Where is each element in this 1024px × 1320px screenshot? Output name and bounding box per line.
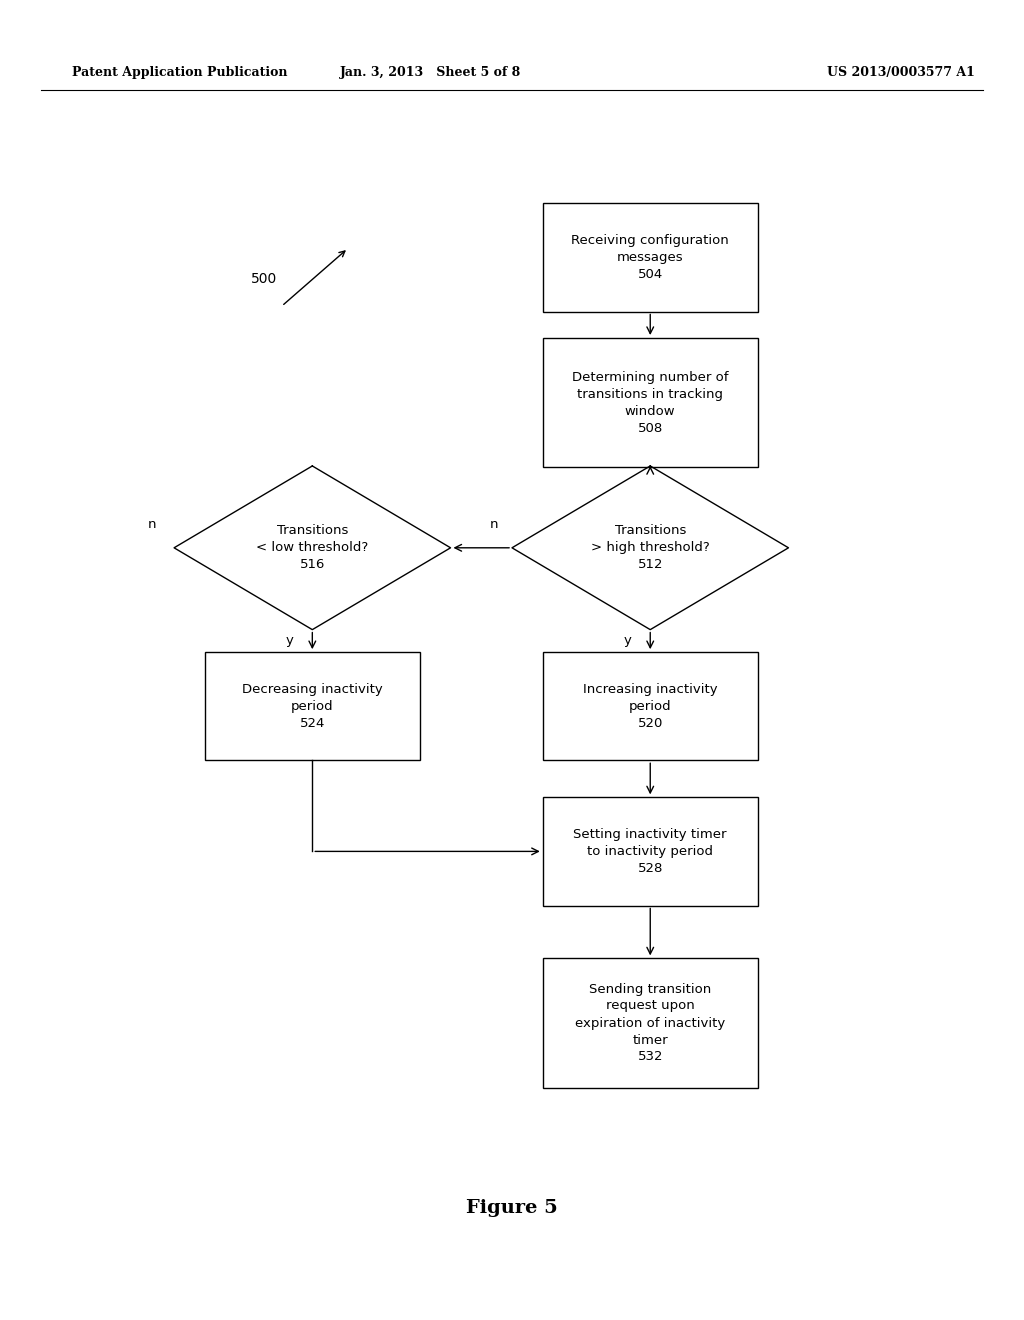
Bar	[543, 652, 758, 760]
Text: n: n	[147, 517, 156, 531]
Text: Transitions
> high threshold?
512: Transitions > high threshold? 512	[591, 524, 710, 572]
Text: 500: 500	[251, 272, 278, 286]
Text: Setting inactivity timer
to inactivity period
528: Setting inactivity timer to inactivity p…	[573, 828, 727, 875]
Text: Determining number of
transitions in tracking
window
508: Determining number of transitions in tra…	[572, 371, 728, 434]
Text: Decreasing inactivity
period
524: Decreasing inactivity period 524	[242, 682, 383, 730]
Bar	[543, 797, 758, 906]
Text: y: y	[286, 635, 294, 647]
Bar	[543, 203, 758, 312]
Text: Increasing inactivity
period
520: Increasing inactivity period 520	[583, 682, 718, 730]
Text: n: n	[489, 517, 498, 531]
Bar	[543, 338, 758, 467]
Text: Receiving configuration
messages
504: Receiving configuration messages 504	[571, 234, 729, 281]
Text: Figure 5: Figure 5	[466, 1199, 558, 1217]
Text: Transitions
< low threshold?
516: Transitions < low threshold? 516	[256, 524, 369, 572]
Bar	[543, 958, 758, 1088]
Text: y: y	[624, 635, 632, 647]
Text: Jan. 3, 2013   Sheet 5 of 8: Jan. 3, 2013 Sheet 5 of 8	[339, 66, 521, 79]
Bar	[205, 652, 420, 760]
Text: Sending transition
request upon
expiration of inactivity
timer
532: Sending transition request upon expirati…	[575, 982, 725, 1064]
Text: US 2013/0003577 A1: US 2013/0003577 A1	[827, 66, 975, 79]
Text: Patent Application Publication: Patent Application Publication	[72, 66, 287, 79]
